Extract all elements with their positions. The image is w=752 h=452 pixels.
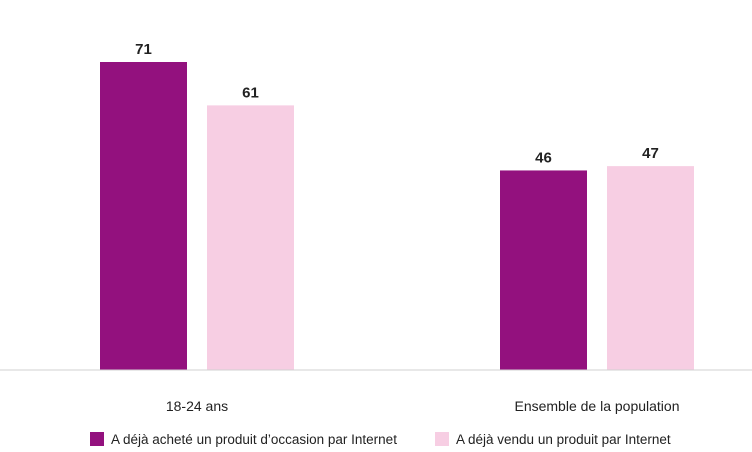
legend-swatch-1 (435, 432, 449, 446)
legend-label-0: A déjà acheté un produit d’occasion par … (111, 432, 397, 447)
data-label-vendu-1: 47 (642, 145, 659, 162)
data-label-achete-0: 71 (135, 41, 152, 58)
bar-achete-0 (100, 62, 187, 370)
category-label-0: 18-24 ans (166, 398, 228, 414)
category-labels-group: 18-24 ans Ensemble de la population (166, 398, 680, 414)
legend: A déjà acheté un produit d’occasion par … (90, 432, 671, 447)
bar-achete-1 (500, 170, 587, 370)
data-label-vendu-0: 61 (242, 84, 259, 101)
data-label-achete-1: 46 (535, 149, 552, 166)
bar-vendu-0 (207, 105, 294, 370)
legend-label-1: A déjà vendu un produit par Internet (456, 432, 671, 447)
bars-group (100, 62, 694, 370)
category-label-1: Ensemble de la population (514, 398, 679, 414)
data-labels-group: 71 61 46 47 (135, 41, 659, 166)
legend-swatch-0 (90, 432, 104, 446)
bar-vendu-1 (607, 166, 694, 370)
